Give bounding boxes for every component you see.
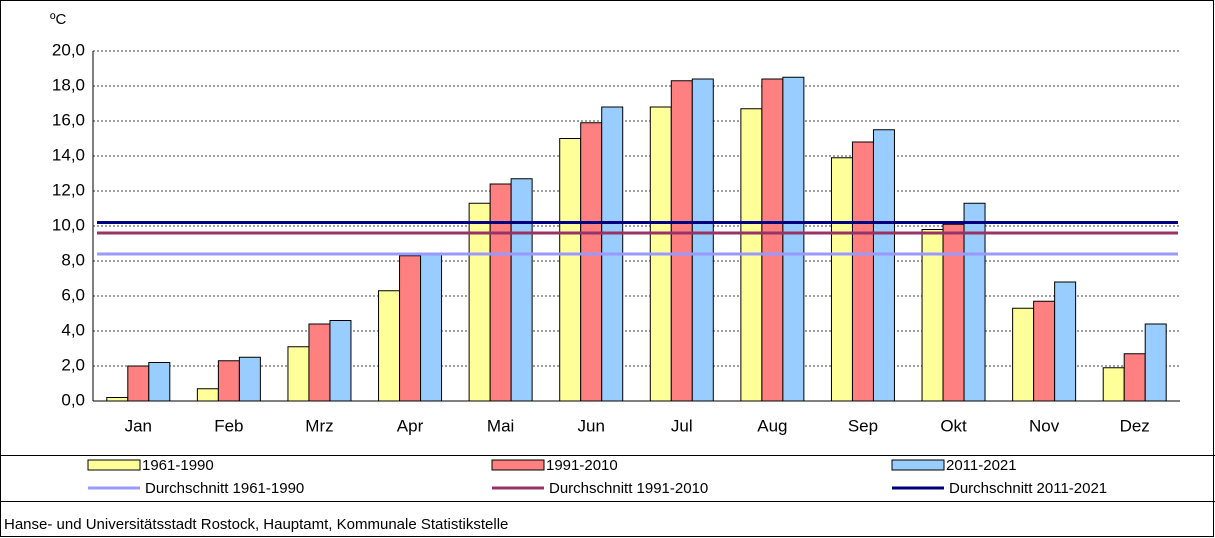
bar	[127, 365, 150, 402]
bar	[580, 122, 603, 402]
legend-swatch	[87, 459, 141, 471]
bar	[670, 80, 693, 402]
legend-label: Durchschnitt 2011-2021	[949, 480, 1107, 497]
legend-label: 1961-1990	[142, 457, 214, 474]
legend-label: Durchschnitt 1961-1990	[145, 480, 304, 497]
y-tick-label: 8,0	[61, 250, 85, 269]
legend-label: 1991-2010	[546, 457, 618, 474]
bar	[420, 253, 443, 402]
bar	[1102, 367, 1125, 402]
y-tick-label: 10,0	[52, 215, 85, 234]
bar	[1012, 307, 1035, 402]
y-tick-label: 20,0	[52, 40, 85, 59]
source: Hanse- und Universitätsstadt Rostock, Ha…	[4, 516, 508, 533]
y-tick-label: 16,0	[52, 110, 85, 129]
legend-swatch	[491, 459, 545, 471]
bar	[329, 320, 352, 402]
y-unit: ºC	[50, 11, 66, 28]
y-tick-label: 6,0	[61, 285, 85, 304]
x-tick-label: Sep	[848, 416, 878, 435]
bar	[872, 129, 895, 402]
bar	[691, 78, 714, 402]
bar	[510, 178, 533, 402]
bar	[1033, 300, 1056, 402]
x-tick-label: Dez	[1120, 416, 1150, 435]
bar	[1123, 353, 1146, 402]
legend-swatch	[891, 459, 945, 471]
legend-label: Durchschnitt 1991-2010	[549, 480, 708, 497]
bar	[196, 388, 219, 402]
x-tick-label: Jan	[125, 416, 152, 435]
x-tick-label: Jun	[577, 416, 604, 435]
x-tick-label: Mrz	[305, 416, 333, 435]
x-tick-label: Nov	[1029, 416, 1060, 435]
y-tick-label: 14,0	[52, 145, 85, 164]
bar	[782, 76, 805, 402]
x-tick-label: Jul	[671, 416, 693, 435]
bar	[378, 290, 401, 402]
bar	[308, 323, 331, 402]
bar	[851, 141, 874, 402]
bar	[559, 138, 582, 402]
bar	[1054, 281, 1077, 402]
bar	[830, 157, 853, 402]
bar	[761, 78, 784, 402]
y-tick-label: 0,0	[61, 390, 85, 409]
x-tick-label: Okt	[940, 416, 967, 435]
bar	[399, 255, 422, 402]
x-tick-label: Feb	[214, 416, 243, 435]
bar	[217, 360, 240, 402]
y-tick-label: 12,0	[52, 180, 85, 199]
x-tick-label: Apr	[397, 416, 424, 435]
bar	[238, 356, 261, 402]
bar	[489, 183, 512, 402]
bar	[1144, 323, 1167, 402]
bar	[106, 397, 129, 402]
bar	[148, 362, 171, 402]
bar	[287, 346, 310, 402]
x-tick-label: Aug	[757, 416, 787, 435]
bar	[942, 223, 965, 402]
y-tick-label: 4,0	[61, 320, 85, 339]
y-tick-label: 18,0	[52, 75, 85, 94]
x-tick-label: Mai	[487, 416, 514, 435]
legend-label: 2011-2021	[946, 457, 1017, 474]
y-tick-label: 2,0	[61, 355, 85, 374]
